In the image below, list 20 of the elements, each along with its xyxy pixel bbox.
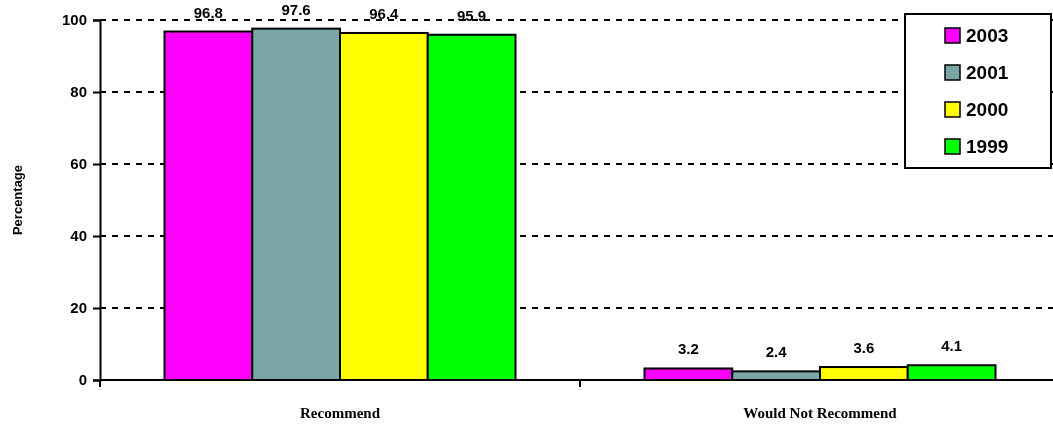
y-tick-label: 80 [70, 83, 87, 101]
y-axis-title: Percentage [10, 164, 25, 236]
y-tick-label: 0 [78, 371, 87, 389]
data-label: 97.6 [281, 0, 311, 18]
y-tick-label: 20 [70, 299, 87, 317]
x-tick-label: Would Not Recommend [743, 405, 898, 421]
data-label: 4.1 [941, 337, 963, 355]
data-label: 2.4 [765, 343, 788, 361]
y-tick-label: 100 [61, 11, 87, 29]
data-label: 3.6 [853, 339, 875, 357]
data-label: 3.2 [677, 340, 699, 358]
y-tick-label: 40 [70, 227, 87, 245]
legend-label: 2003 [966, 25, 1009, 46]
y-tick-label: 60 [70, 155, 87, 173]
x-tick-label: Recommend [300, 405, 381, 421]
data-label: 96.4 [369, 4, 400, 22]
legend-label: 1999 [966, 136, 1009, 157]
legend-label: 2001 [966, 62, 1009, 83]
legend-label: 2000 [966, 99, 1009, 120]
data-label: 96.8 [193, 3, 223, 21]
